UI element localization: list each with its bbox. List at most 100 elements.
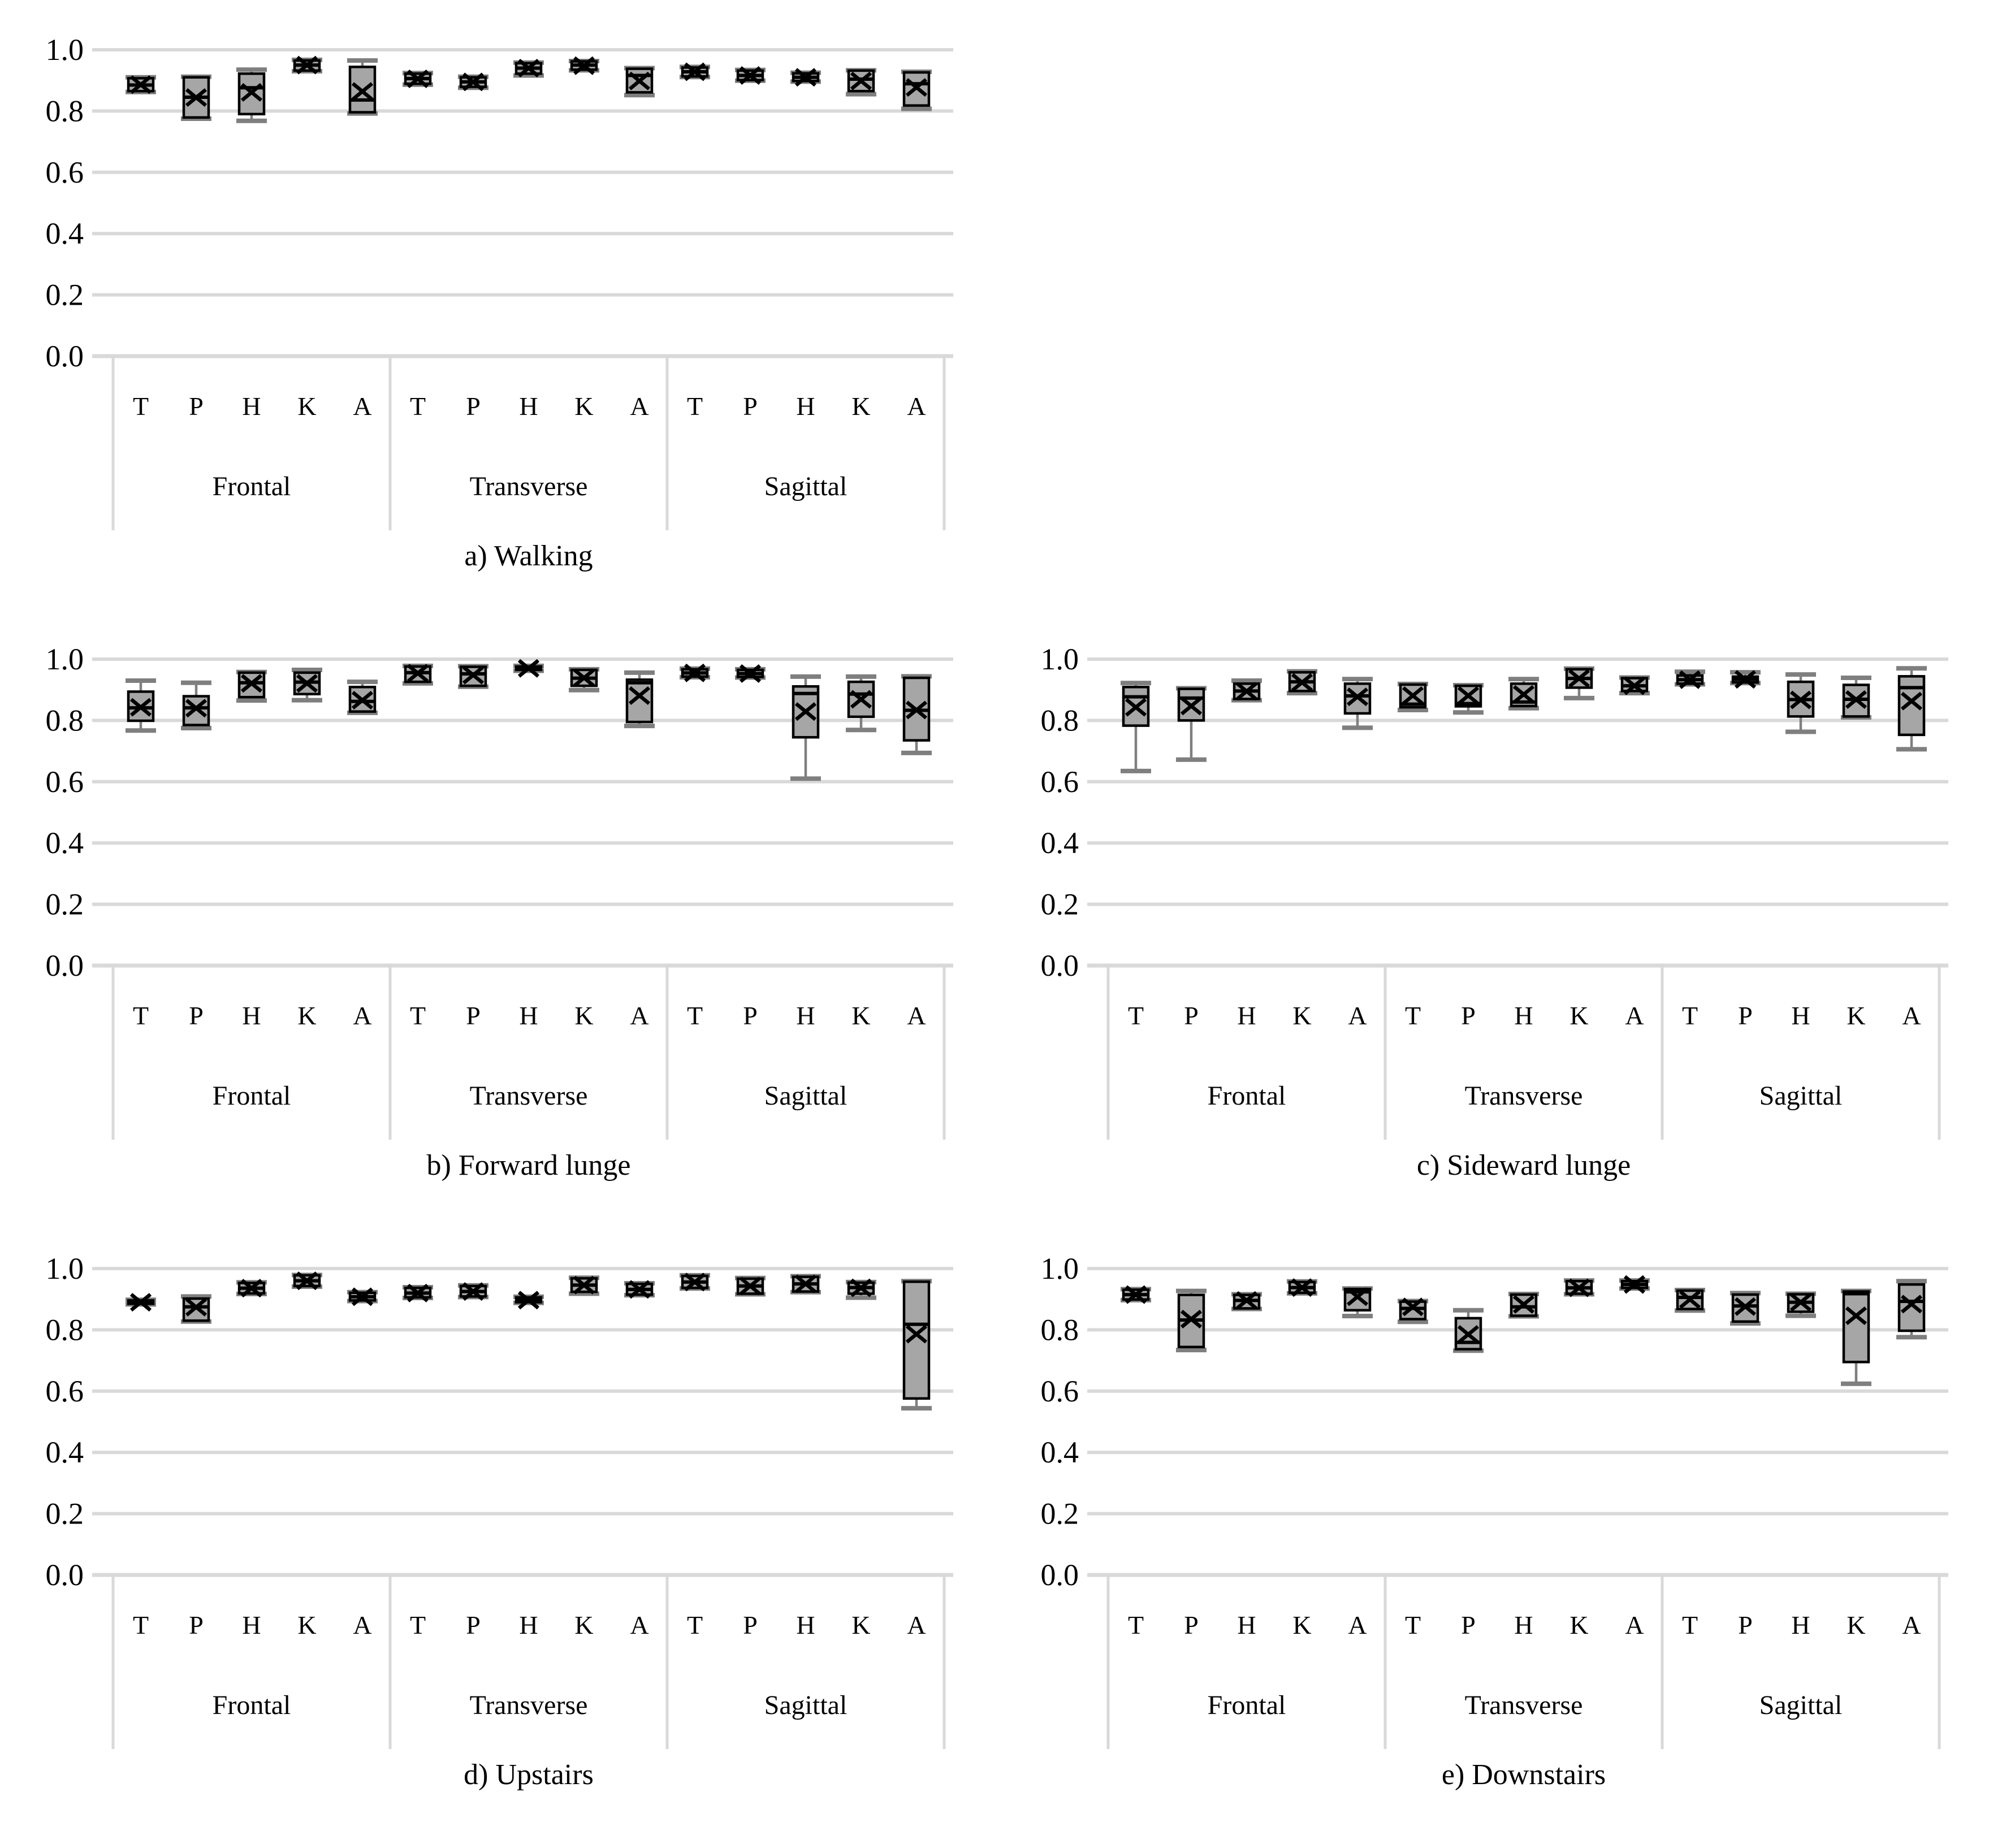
category-label: T bbox=[687, 1001, 703, 1030]
chart-walking: 1.0 0.8 0.6 0.4 0.2 0.0 Frontal Transverse Sagit… bbox=[17, 10, 961, 581]
boxplot-canvas-downstairs: 1.0 0.8 0.6 0.4 0.2 0.0 Frontal Transverse Sagit… bbox=[1041, 1252, 1948, 1749]
chart-downstairs: 1.0 0.8 0.6 0.4 0.2 0.0 Frontal Transverse Sagit… bbox=[1012, 1229, 1956, 1800]
group-label: Transverse bbox=[470, 1081, 588, 1111]
chart-caption: c) Sideward lunge bbox=[1416, 1149, 1631, 1181]
box bbox=[1897, 675, 1926, 737]
y-tick-label: 0.6 bbox=[46, 155, 84, 189]
group-label: Transverse bbox=[1465, 1690, 1583, 1720]
y-tick-label: 0.6 bbox=[46, 1374, 84, 1408]
mean-marker bbox=[1457, 1325, 1480, 1344]
mean-marker bbox=[1346, 687, 1369, 707]
mean-marker bbox=[1125, 698, 1147, 717]
mean-marker bbox=[240, 1279, 263, 1298]
mean-marker bbox=[739, 664, 762, 683]
category-label: A bbox=[1348, 1611, 1367, 1639]
category-label: T bbox=[133, 1001, 149, 1030]
mean-marker bbox=[1235, 682, 1258, 701]
group-label: Frontal bbox=[1208, 1690, 1286, 1720]
category-label: P bbox=[466, 392, 481, 421]
mean-marker bbox=[1346, 1287, 1369, 1306]
mean-marker bbox=[794, 702, 817, 721]
y-tick-label: 0.8 bbox=[46, 1313, 84, 1347]
mean-marker bbox=[1568, 669, 1590, 688]
mean-marker bbox=[1734, 1297, 1757, 1316]
y-tick-label: 0.4 bbox=[1041, 1435, 1079, 1469]
mean-marker bbox=[351, 1287, 374, 1306]
mean-marker bbox=[129, 698, 152, 717]
category-label: K bbox=[1292, 1001, 1311, 1030]
y-tick-label: 0.8 bbox=[1041, 1313, 1079, 1347]
y-tick-label: 0.2 bbox=[46, 278, 84, 312]
category-label: P bbox=[1461, 1611, 1476, 1639]
category-label: T bbox=[133, 1611, 149, 1639]
chart-forward-lunge: 1.0 0.8 0.6 0.4 0.2 0.0 Frontal Transverse Sagit… bbox=[17, 620, 961, 1191]
category-label: T bbox=[133, 392, 149, 421]
mean-marker bbox=[1291, 673, 1313, 692]
y-tick-label: 0.2 bbox=[1041, 888, 1079, 921]
category-label: A bbox=[353, 1001, 371, 1030]
mean-marker bbox=[905, 78, 928, 97]
mean-marker bbox=[517, 59, 540, 78]
mean-marker bbox=[296, 674, 318, 693]
y-tick-label: 0.2 bbox=[46, 888, 84, 921]
mean-marker bbox=[296, 1271, 318, 1291]
category-label: A bbox=[1902, 1611, 1921, 1639]
category-label: K bbox=[574, 1611, 593, 1639]
y-tick-label: 1.0 bbox=[46, 642, 84, 676]
y-tick-label: 1.0 bbox=[46, 33, 84, 67]
category-label: P bbox=[743, 392, 758, 421]
category-label: A bbox=[353, 1611, 371, 1639]
mean-marker bbox=[517, 1291, 540, 1310]
mean-marker bbox=[573, 56, 595, 75]
mean-marker bbox=[850, 690, 872, 709]
category-label: T bbox=[1128, 1611, 1144, 1639]
category-label: T bbox=[687, 392, 703, 421]
mean-marker bbox=[1235, 1291, 1258, 1310]
mean-marker bbox=[1125, 1285, 1147, 1304]
mean-marker bbox=[407, 69, 429, 88]
category-label: K bbox=[574, 392, 593, 421]
mean-marker bbox=[1900, 691, 1923, 711]
category-label: A bbox=[1625, 1611, 1644, 1639]
mean-marker bbox=[1180, 1309, 1203, 1328]
mean-marker bbox=[351, 691, 374, 710]
mean-marker bbox=[1679, 1290, 1701, 1309]
category-label: A bbox=[630, 1611, 648, 1639]
mean-marker bbox=[296, 55, 318, 75]
mean-marker bbox=[1402, 686, 1424, 706]
group-label: Frontal bbox=[213, 1081, 291, 1111]
group-label: Sagittal bbox=[764, 471, 848, 501]
mean-marker bbox=[1457, 686, 1480, 706]
mean-marker bbox=[739, 1276, 762, 1296]
category-label: A bbox=[1902, 1001, 1921, 1030]
category-label: P bbox=[743, 1611, 758, 1639]
mean-marker bbox=[850, 71, 872, 90]
category-label: P bbox=[1738, 1611, 1753, 1639]
category-label: H bbox=[1514, 1611, 1533, 1639]
category-label: H bbox=[519, 1001, 538, 1030]
category-label: H bbox=[242, 1001, 261, 1030]
boxplot-canvas-walking: 1.0 0.8 0.6 0.4 0.2 0.0 Frontal Transverse Sagit… bbox=[46, 33, 953, 530]
category-label: P bbox=[1184, 1611, 1199, 1639]
y-tick-label: 0.0 bbox=[46, 949, 84, 983]
category-label: T bbox=[1405, 1611, 1421, 1639]
y-tick-label: 0.6 bbox=[1041, 765, 1079, 799]
mean-marker bbox=[240, 674, 263, 693]
category-label: H bbox=[1514, 1001, 1533, 1030]
mean-marker bbox=[1845, 1306, 1867, 1325]
y-tick-label: 1.0 bbox=[1041, 1252, 1079, 1286]
category-label: K bbox=[297, 1611, 316, 1639]
chart-caption: b) Forward lunge bbox=[426, 1149, 631, 1181]
mean-marker bbox=[517, 659, 540, 678]
category-label: H bbox=[1791, 1001, 1810, 1030]
mean-marker bbox=[628, 1280, 651, 1299]
category-label: T bbox=[1405, 1001, 1421, 1030]
mean-marker bbox=[407, 1283, 429, 1302]
category-label: K bbox=[851, 392, 870, 421]
mean-marker bbox=[1679, 670, 1701, 689]
y-tick-label: 0.2 bbox=[1041, 1497, 1079, 1531]
category-label: K bbox=[851, 1611, 870, 1639]
category-label: P bbox=[743, 1001, 758, 1030]
category-label: K bbox=[574, 1001, 593, 1030]
category-label: A bbox=[353, 392, 371, 421]
